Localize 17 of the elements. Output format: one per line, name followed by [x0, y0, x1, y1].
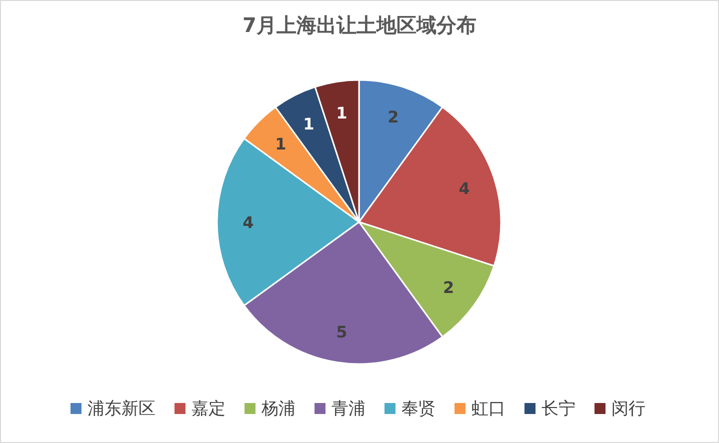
legend-label: 杨浦: [260, 399, 296, 419]
data-label: 4: [458, 178, 470, 198]
legend-label: 奉贤: [402, 399, 436, 419]
legend-label: 闵行: [612, 399, 646, 419]
data-label: 4: [242, 213, 254, 232]
data-label: 1: [275, 134, 286, 154]
data-label: 1: [336, 104, 348, 123]
legend-label: 长宁: [542, 399, 576, 419]
legend-label: 浦东新区: [88, 399, 156, 419]
chart-title: 7月上海出让土地区域分布: [242, 13, 476, 37]
data-label: 5: [336, 322, 348, 342]
data-label: 1: [303, 114, 314, 134]
data-label: 2: [388, 108, 399, 127]
legend-label: 青浦: [332, 399, 366, 419]
legend-label: 嘉定: [192, 399, 226, 419]
legend-label: 虹口: [472, 399, 506, 419]
data-label: 2: [443, 278, 454, 298]
